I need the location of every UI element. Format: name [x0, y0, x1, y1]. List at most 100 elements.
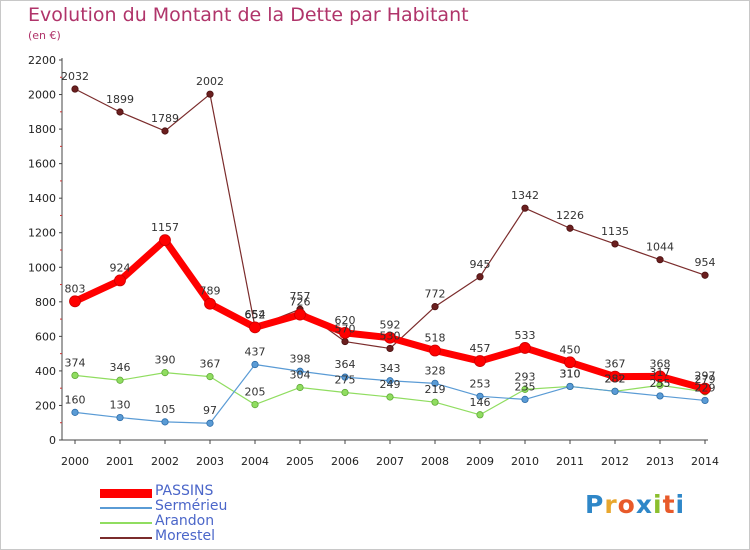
y-tick-label: 200 — [35, 399, 56, 412]
x-tick-label: 2006 — [331, 455, 359, 468]
data-point — [611, 387, 619, 395]
data-label: 249 — [380, 378, 401, 391]
data-point — [654, 370, 666, 383]
data-point — [249, 321, 261, 334]
data-label: 390 — [155, 354, 176, 367]
data-point — [386, 393, 394, 401]
data-point — [161, 127, 169, 135]
data-point — [206, 419, 214, 427]
data-point — [521, 385, 529, 393]
data-point — [701, 271, 709, 279]
data-point — [296, 383, 304, 392]
data-point — [656, 256, 664, 264]
data-point — [564, 356, 576, 369]
data-label: 367 — [605, 358, 626, 371]
data-label: 367 — [200, 358, 221, 371]
data-label: 654 — [245, 308, 266, 321]
data-point — [429, 344, 441, 357]
data-label: 757 — [290, 290, 311, 303]
y-tick-label: 1600 — [28, 158, 56, 171]
data-label: 924 — [110, 261, 131, 274]
data-point — [116, 108, 124, 116]
data-point — [566, 382, 574, 391]
data-label: 570 — [335, 323, 356, 336]
data-label: 1044 — [646, 241, 674, 254]
x-tick-label: 2011 — [556, 455, 584, 468]
data-label: 1157 — [151, 221, 179, 234]
data-label: 1899 — [106, 93, 134, 106]
data-label: 450 — [560, 343, 581, 356]
data-point — [161, 418, 169, 426]
chart-subtitle: (en €) — [28, 29, 61, 42]
x-tick-label: 2005 — [286, 455, 314, 468]
proxiti-logo: Proxiti — [585, 490, 685, 519]
data-label: 279 — [695, 373, 716, 386]
legend-label: Arandon — [155, 513, 215, 529]
data-point — [521, 204, 529, 212]
data-label: 235 — [515, 380, 536, 393]
data-label: 146 — [470, 396, 491, 409]
data-label: 346 — [110, 361, 131, 374]
data-label: 229 — [695, 381, 716, 394]
data-point — [521, 395, 529, 404]
data-point — [161, 369, 169, 377]
data-point — [251, 360, 259, 369]
legend-swatch — [100, 488, 152, 498]
y-tick-label: 1000 — [28, 261, 56, 274]
data-label: 457 — [470, 342, 491, 355]
data-label: 789 — [200, 285, 221, 298]
data-point — [519, 342, 531, 354]
data-labels: 803 924 1157 789 652 726 620 592 518 457 533 450 367… — [61, 70, 716, 417]
logo-letter: P — [585, 490, 605, 519]
data-label: 205 — [245, 386, 266, 399]
data-label: 945 — [470, 258, 491, 271]
data-point — [69, 295, 81, 308]
legend-swatch — [100, 522, 152, 524]
legend-label: PASSINS — [155, 483, 214, 499]
data-label: 317 — [650, 366, 671, 379]
data-label: 620 — [335, 314, 356, 327]
x-tick-label: 2009 — [466, 455, 494, 468]
data-label: 652 — [245, 308, 266, 321]
x-tick-label: 2012 — [601, 455, 629, 468]
y-tick-label: 1200 — [28, 227, 56, 240]
series-line-3 — [74, 88, 706, 350]
data-label: 160 — [65, 393, 86, 406]
x-tick-label: 2008 — [421, 455, 449, 468]
x-tick-label: 2002 — [151, 455, 179, 468]
data-label: 310 — [560, 367, 581, 380]
data-point — [71, 85, 79, 93]
x-tick-label: 2007 — [376, 455, 404, 468]
logo-letter: x — [635, 490, 653, 519]
y-tick-label: 0 — [49, 434, 56, 447]
data-point — [339, 327, 351, 339]
data-label: 255 — [650, 377, 671, 390]
data-label: 297 — [695, 370, 716, 383]
data-point — [159, 234, 171, 247]
data-label: 437 — [245, 346, 266, 359]
data-point — [206, 373, 214, 381]
x-tick-label: 2003 — [196, 455, 224, 468]
data-label: 282 — [605, 372, 626, 385]
series-points — [69, 85, 711, 427]
data-label: 398 — [290, 352, 311, 365]
data-point — [609, 370, 621, 383]
data-point — [431, 303, 439, 311]
data-label: 282 — [605, 372, 626, 385]
data-point — [341, 373, 349, 381]
data-point — [251, 400, 259, 409]
data-label: 253 — [470, 377, 491, 390]
data-point — [656, 392, 664, 400]
data-label: 533 — [515, 329, 536, 342]
data-point — [476, 392, 484, 400]
data-point — [116, 413, 124, 422]
logo-letter: i — [653, 490, 663, 519]
data-point — [71, 408, 79, 416]
data-point — [699, 382, 711, 395]
data-label: 364 — [335, 358, 356, 371]
data-point — [114, 274, 126, 287]
data-point — [476, 273, 484, 281]
x-tick-label: 2001 — [106, 455, 134, 468]
data-point — [386, 344, 394, 353]
data-label: 219 — [425, 383, 446, 396]
